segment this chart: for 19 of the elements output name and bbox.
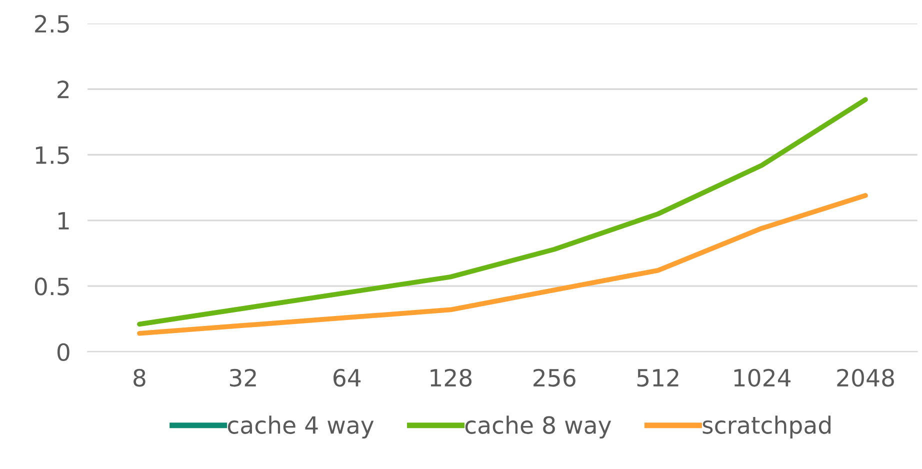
x-tick-label: 1024 — [734, 368, 791, 387]
x-tick-label: 64 — [334, 368, 361, 387]
x-tick-label: 512 — [637, 368, 678, 387]
x-tick-label: 2048 — [837, 368, 894, 387]
y-tick-label: 2.5 — [35, 14, 69, 33]
line-series — [137, 193, 868, 336]
x-tick-label: 128 — [430, 368, 472, 387]
y-tick-label: 2 — [58, 80, 69, 98]
y-tick-label: 0 — [57, 343, 70, 362]
x-tick-label: 32 — [230, 368, 256, 387]
legend-label: cache 8 way — [465, 416, 612, 439]
y-tick-label: 1.5 — [36, 146, 69, 164]
y-tick-label: 0.5 — [34, 278, 69, 296]
y-tick-label: 1 — [58, 212, 69, 230]
x-tick-label: 256 — [534, 368, 576, 387]
x-tick-label: 8 — [134, 368, 146, 387]
legend-label: cache 4 way — [228, 416, 374, 439]
legend-label: scratchpad — [702, 416, 830, 439]
line-series — [137, 97, 868, 327]
